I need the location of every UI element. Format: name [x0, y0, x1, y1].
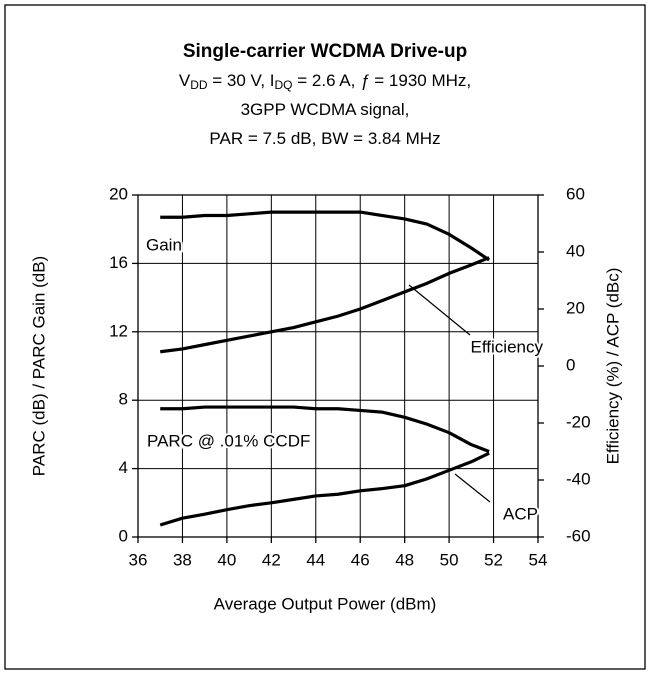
leader-line — [408, 284, 471, 336]
x-tick-label: 46 — [351, 550, 370, 569]
x-tick-label: 44 — [306, 550, 325, 569]
subtitle-part: 3GPP WCDMA signal, — [241, 100, 410, 119]
y2-tick-label: 0 — [566, 355, 575, 374]
x-tick-label: 54 — [529, 550, 548, 569]
series-line — [160, 256, 490, 354]
subtitle-part: = 1930 MHz, — [370, 71, 472, 90]
y2-tick-label: -40 — [566, 469, 591, 488]
y2-tick-label: -60 — [566, 526, 591, 545]
y2-tick-label: 20 — [566, 298, 585, 317]
x-tick-label: 48 — [395, 550, 414, 569]
subtitle-part: = 30 V, I — [208, 71, 275, 90]
y2-tick-label: 60 — [566, 184, 585, 203]
frame — [4, 4, 646, 670]
x-tick-label: 42 — [262, 550, 281, 569]
subtitle-part: DD — [190, 78, 208, 92]
y2-axis-label: Efficiency (%) / ACP (dBc) — [603, 268, 622, 465]
subtitle-part: DQ — [275, 78, 293, 92]
subtitle-part: ƒ — [360, 71, 369, 90]
series-label: Gain — [146, 235, 182, 254]
x-tick-label: 40 — [217, 550, 236, 569]
chart-subtitle: VDD = 30 V, IDQ = 2.6 A, ƒ = 1930 MHz, — [179, 71, 471, 92]
chart-subtitle: PAR = 7.5 dB, BW = 3.84 MHz — [209, 129, 440, 148]
plot-border — [137, 194, 539, 538]
chart-title: Single-carrier WCDMA Drive-up — [183, 41, 467, 62]
series-label: ACP — [503, 504, 538, 523]
series-line — [159, 451, 490, 527]
y-tick-label: 0 — [119, 526, 128, 545]
series-label: PARC @ .01% CCDF — [147, 431, 310, 450]
x-tick-label: 38 — [173, 550, 192, 569]
y-axis-label: PARC (dB) / PARC Gain (dB) — [29, 256, 48, 476]
chart-subtitle: 3GPP WCDMA signal, — [241, 100, 410, 119]
y2-tick-label: -20 — [566, 412, 591, 431]
series-line — [160, 210, 491, 262]
subtitle-part: V — [179, 71, 191, 90]
y-tick-label: 8 — [119, 390, 128, 409]
subtitle-part: = 2.6 A, — [293, 71, 361, 90]
y-tick-label: 12 — [109, 321, 128, 340]
series-label: Efficiency — [471, 337, 544, 356]
x-axis-label: Average Output Power (dBm) — [214, 594, 437, 613]
y2-tick-label: 40 — [566, 241, 585, 260]
x-tick-label: 50 — [440, 550, 459, 569]
x-tick-label: 36 — [129, 550, 148, 569]
leader-line — [454, 473, 491, 503]
y-tick-label: 20 — [109, 184, 128, 203]
y-tick-label: 16 — [109, 253, 128, 272]
series-line — [160, 405, 490, 453]
subtitle-part: PAR = 7.5 dB, BW = 3.84 MHz — [209, 129, 440, 148]
x-tick-label: 52 — [484, 550, 503, 569]
y-tick-label: 4 — [119, 458, 128, 477]
